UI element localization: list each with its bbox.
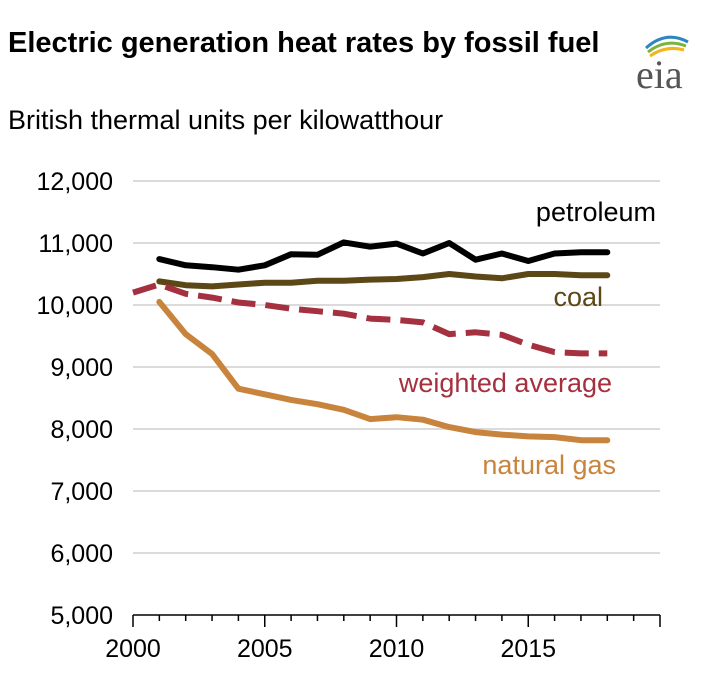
y-tick-label: 11,000	[38, 230, 113, 258]
gridlines	[133, 180, 660, 554]
y-tick-label: 5,000	[50, 602, 113, 630]
y-tick-label: 7,000	[50, 478, 113, 506]
x-tick-label: 2015	[500, 635, 556, 663]
series-label-coal: coal	[553, 282, 603, 312]
series-label-petroleum: petroleum	[536, 197, 656, 227]
y-tick-label: 10,000	[37, 292, 113, 320]
x-tick-label: 2010	[369, 635, 425, 663]
series-line-weighted-average	[132, 281, 608, 357]
series-line-coal	[156, 271, 611, 290]
chart-title: Electric generation heat rates by fossil…	[8, 27, 600, 59]
x-tick-label: 2000	[105, 635, 161, 663]
eia-logo: eia	[636, 35, 689, 96]
chart-subtitle: British thermal units per kilowatthour	[8, 105, 444, 135]
y-tick-label: 8,000	[50, 416, 113, 444]
series-label-natural-gas: natural gas	[482, 450, 616, 480]
logo-text: eia	[636, 52, 683, 96]
series-labels: petroleum coal weighted average natural gas	[398, 197, 656, 480]
series-line-petroleum	[156, 239, 611, 273]
series-lines	[132, 239, 611, 444]
y-tick-label: 6,000	[50, 540, 113, 568]
y-tick-label: 12,000	[37, 168, 113, 196]
y-tick-label: 9,000	[50, 354, 113, 382]
series-label-weighted-average: weighted average	[398, 368, 612, 398]
series-line-natural-gas	[156, 298, 611, 444]
axes: 12,000 11,000 10,000 9,000 8,000 7,000 6,000 5,…	[37, 168, 661, 663]
x-tick-label: 2005	[237, 635, 293, 663]
